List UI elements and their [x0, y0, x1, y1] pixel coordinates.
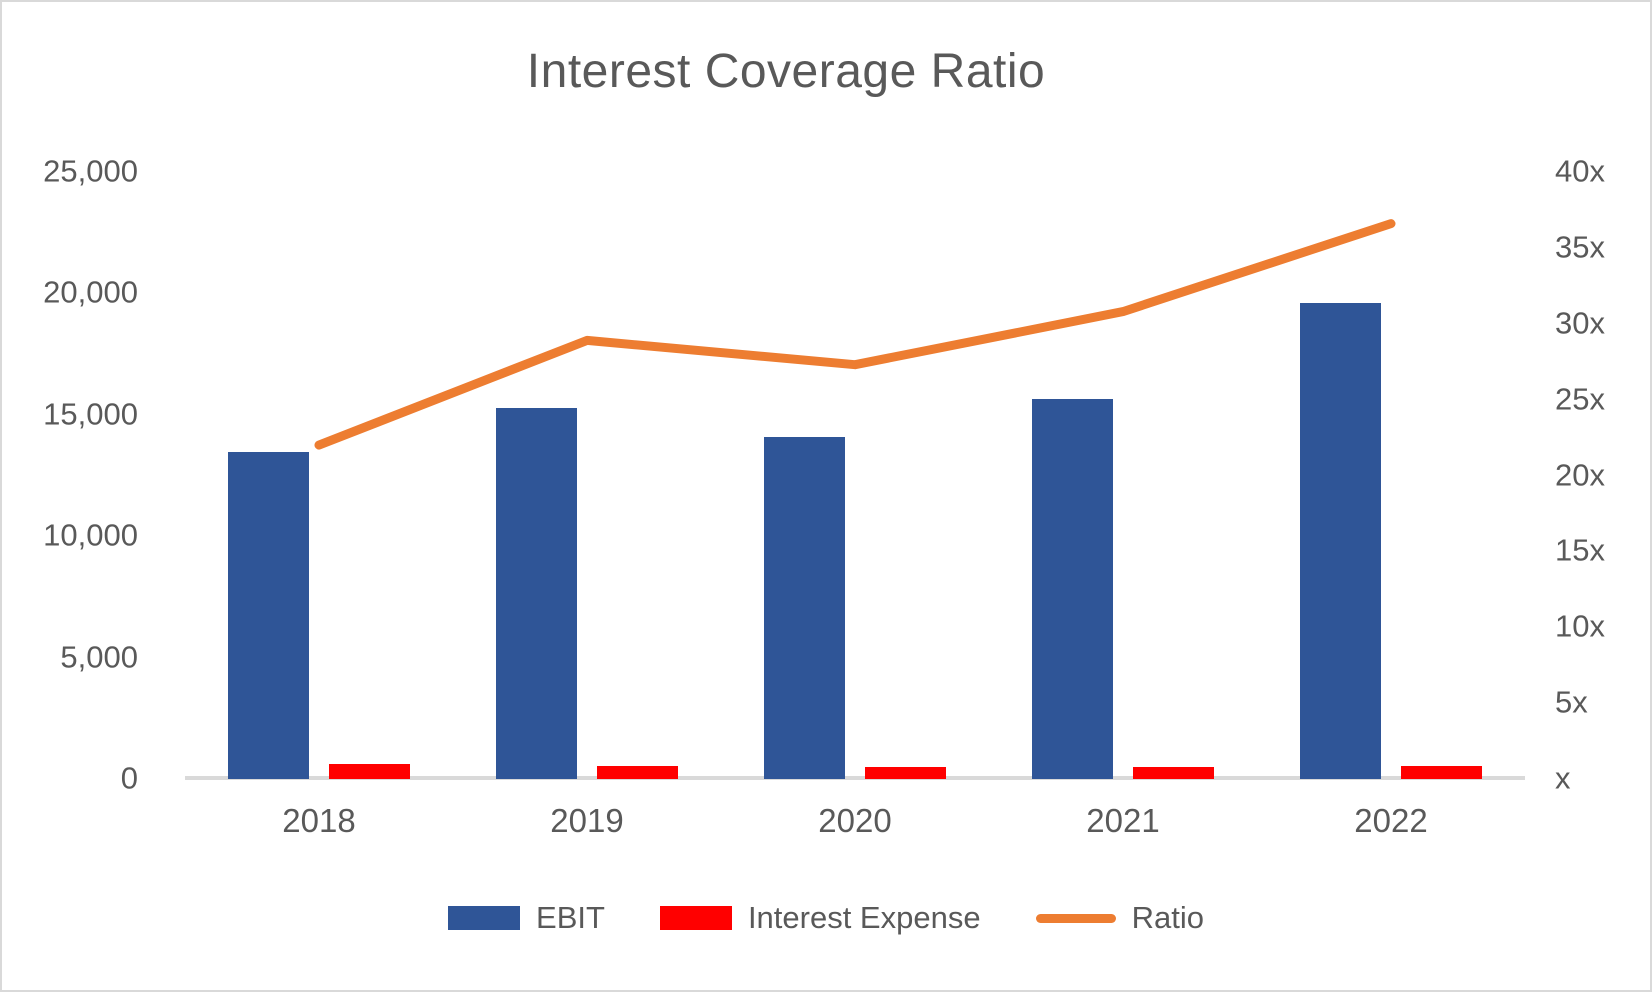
x-axis-line: [185, 776, 1525, 780]
right-axis-tick-label: 5x: [1555, 684, 1588, 720]
legend-item-interest-expense: Interest Expense: [659, 900, 981, 936]
left-axis-tick-label: 15,000: [43, 396, 138, 432]
ebit-bar-2018: [228, 452, 309, 779]
ebit-bar-2021: [1032, 399, 1113, 779]
interest-expense-bar-2019: [597, 766, 678, 779]
right-axis-tick-label: x: [1555, 760, 1571, 796]
x-axis-category-label-2022: 2022: [1354, 802, 1428, 839]
legend: EBIT Interest Expense Ratio: [2, 895, 1650, 941]
right-axis-tick-label: 25x: [1555, 380, 1605, 416]
right-axis-tick-label: 35x: [1555, 229, 1605, 265]
right-axis-tick-label: 20x: [1555, 456, 1605, 492]
right-axis-tick-label: 40x: [1555, 153, 1605, 189]
legend-label-ratio: Ratio: [1131, 900, 1204, 935]
right-axis-tick-label: 10x: [1555, 608, 1605, 644]
left-axis-tick-label: 0: [120, 760, 138, 796]
legend-item-ebit: EBIT: [448, 900, 605, 936]
interest-expense-bar-2020: [865, 766, 946, 779]
x-axis-category-label-2020: 2020: [818, 802, 892, 839]
x-axis-category-label-2021: 2021: [1086, 802, 1160, 839]
interest-expense-bar-2018: [329, 764, 410, 779]
legend-marker-ratio-icon: [1035, 913, 1116, 923]
interest-expense-bar-2021: [1133, 766, 1214, 779]
legend-marker-ebit-icon: [448, 906, 521, 930]
legend-item-ratio: Ratio: [1035, 900, 1204, 936]
left-axis-tick-label: 20,000: [43, 274, 138, 310]
ebit-bar-2022: [1300, 303, 1381, 779]
legend-label-interest-expense: Interest Expense: [747, 900, 981, 935]
left-axis-tick-label: 25,000: [43, 153, 138, 189]
chart-title: Interest Coverage Ratio: [526, 45, 1046, 98]
right-axis-tick-label: 15x: [1555, 532, 1605, 568]
right-axis-tick-label: 30x: [1555, 305, 1605, 341]
ebit-bar-2020: [764, 436, 845, 779]
legend-label-ebit: EBIT: [536, 900, 605, 935]
left-axis-tick-label: 10,000: [43, 517, 138, 553]
legend-marker-interest-expense-icon: [659, 906, 732, 930]
ratio-polyline: [314, 219, 1396, 450]
ebit-bar-2019: [496, 407, 577, 779]
x-axis-category-label-2019: 2019: [550, 802, 624, 839]
ratio-line: [314, 219, 1396, 450]
left-axis-tick-label: 5,000: [60, 638, 138, 674]
plot-area: [185, 172, 1525, 780]
interest-expense-bar-2022: [1401, 766, 1482, 779]
x-axis-category-label-2018: 2018: [282, 802, 356, 839]
